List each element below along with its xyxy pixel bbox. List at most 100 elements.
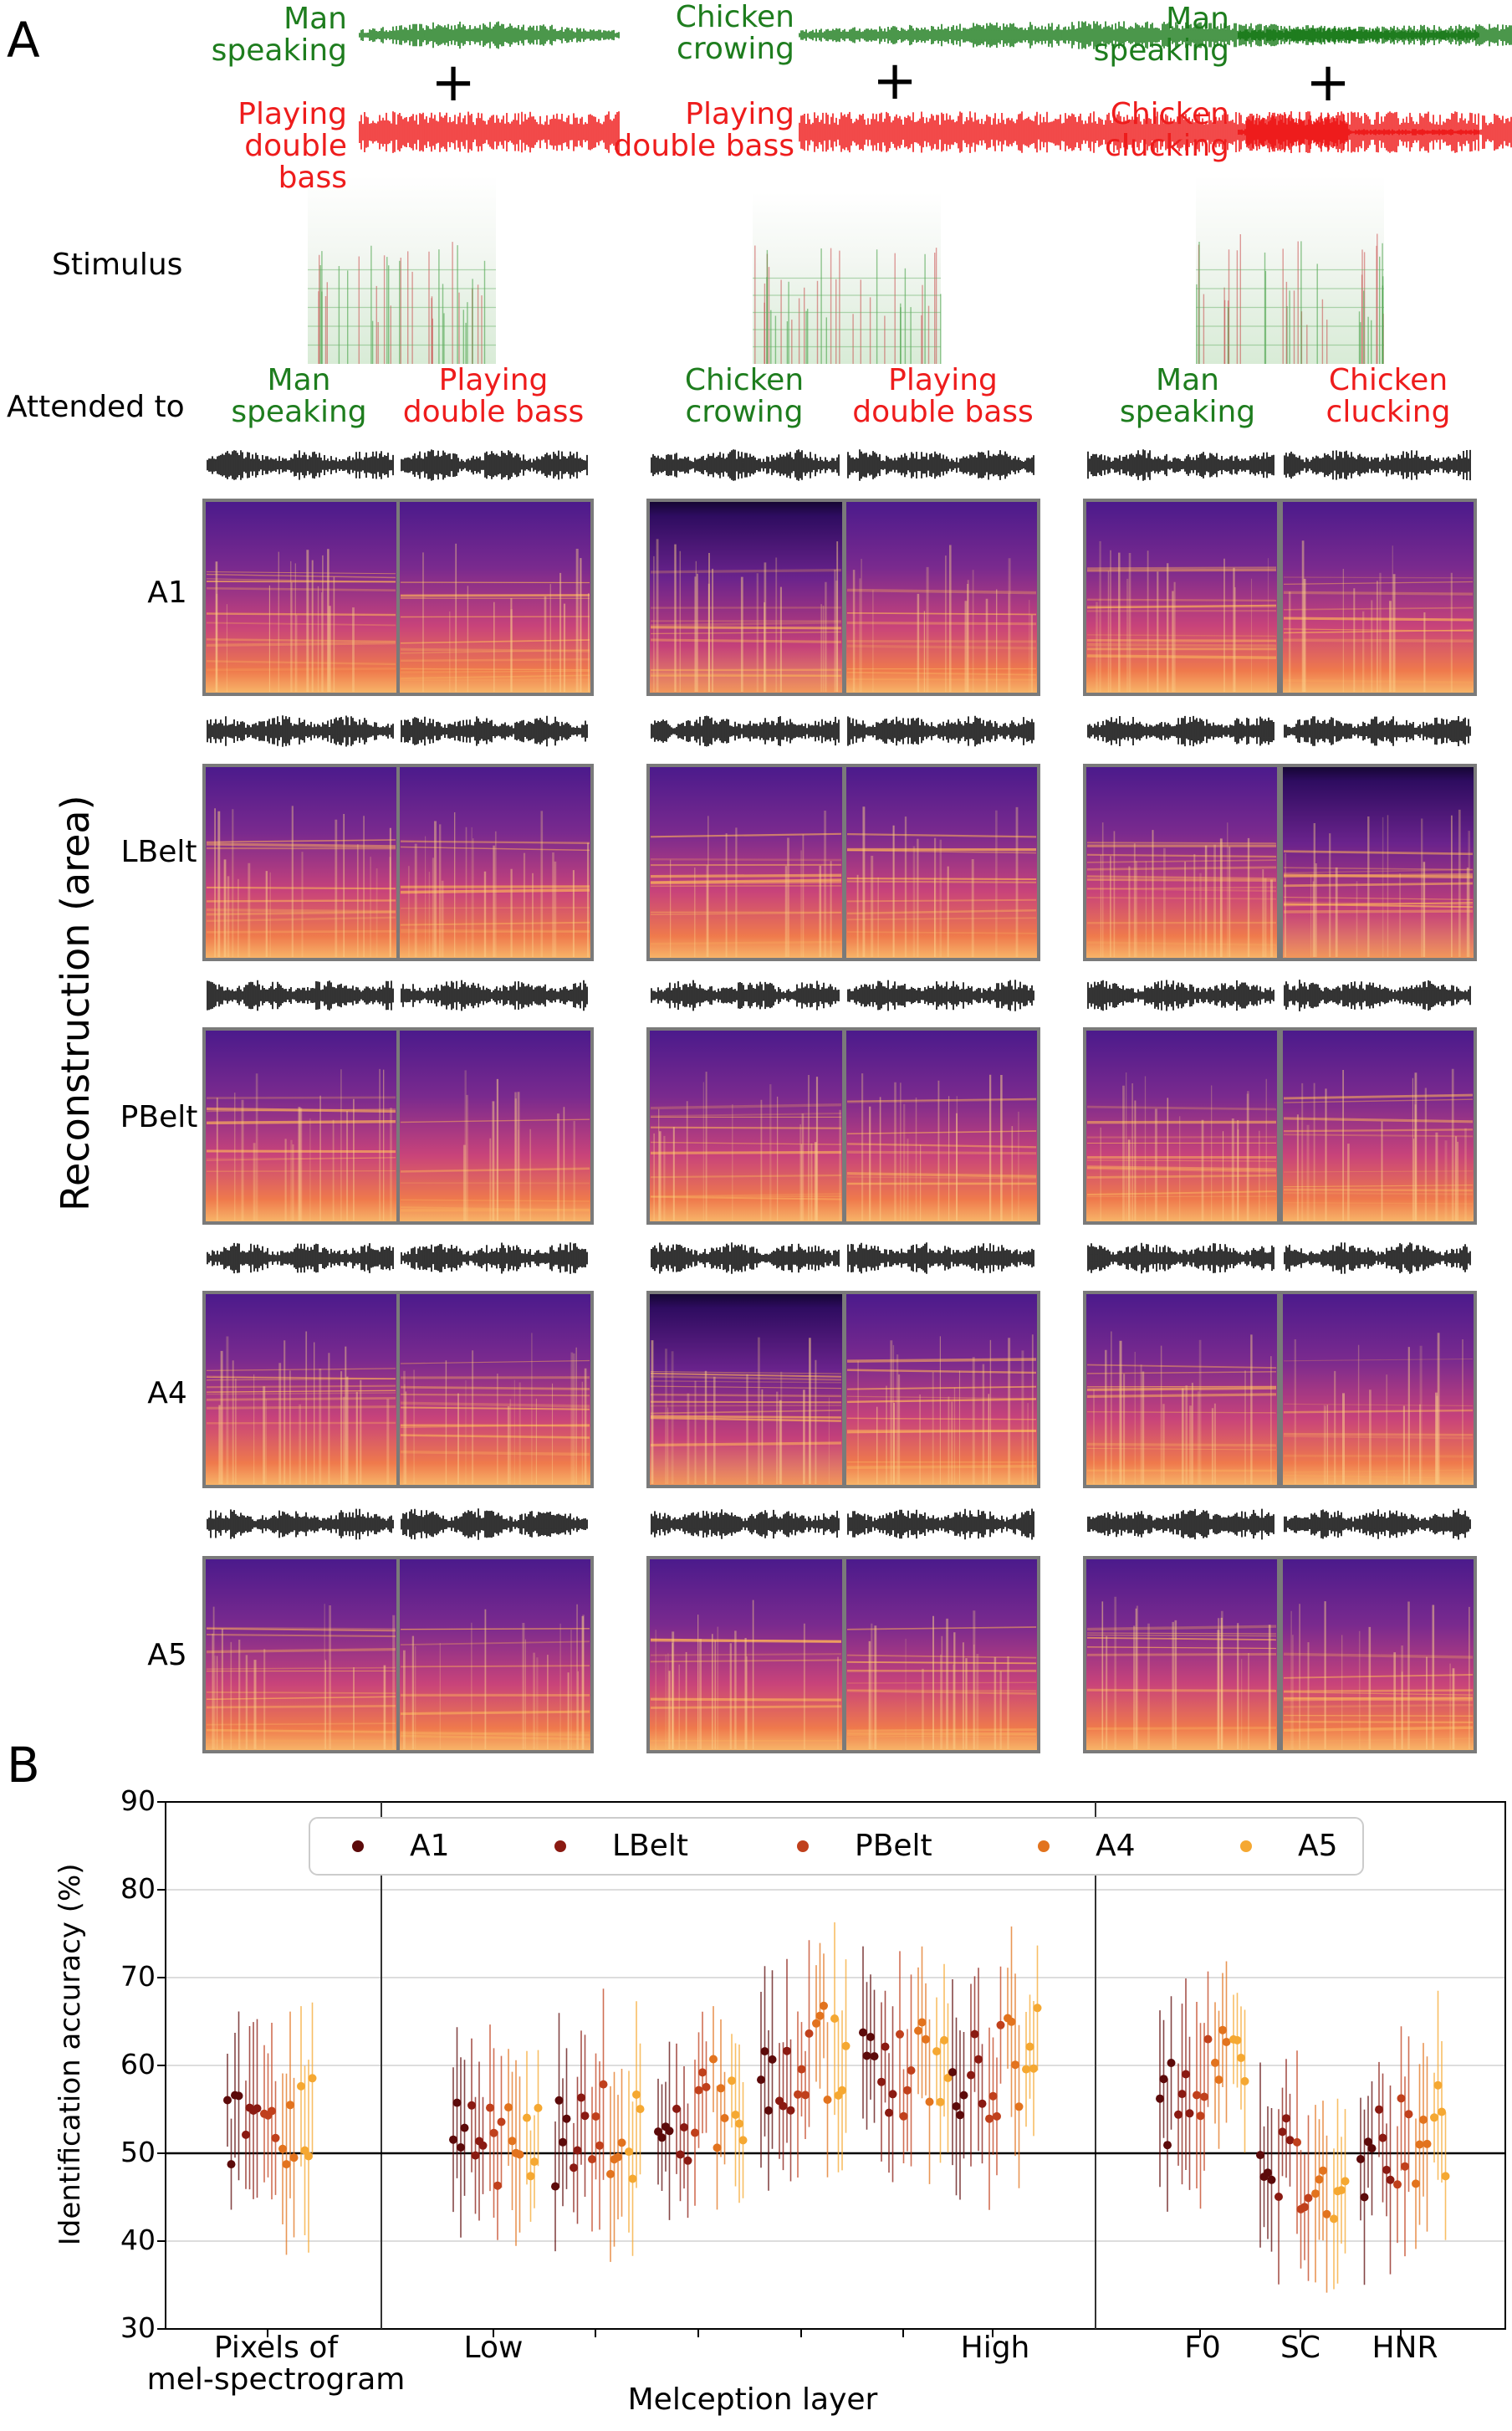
spectrogram-PBelt-col1-1-band xyxy=(206,1170,396,1172)
spectrogram-A5-col1-1-band xyxy=(206,1691,396,1694)
xtick-f0: F0 xyxy=(1184,2331,1221,2365)
spectrogram-LBelt-col2-1-band xyxy=(650,832,842,838)
spectrogram-A4-col1-2-band xyxy=(400,1406,590,1410)
spectrogram-PBelt-col3-2-band xyxy=(1283,1201,1474,1205)
spectrogram-A1-col2-2-bg xyxy=(843,499,1040,696)
point-PBelt xyxy=(805,2029,814,2038)
xtick-hnr: HNR xyxy=(1372,2331,1438,2365)
col3-attended-sound2: Chicken clucking xyxy=(1326,363,1451,429)
point-PBelt xyxy=(691,2128,699,2137)
point-A4 xyxy=(1315,2175,1324,2184)
point-A1 xyxy=(768,2055,777,2064)
spectrogram-A5-col3-2-band xyxy=(1283,1738,1474,1743)
spectrogram-PBelt-col2-1-band xyxy=(650,1195,842,1200)
point-A4 xyxy=(617,2138,626,2147)
point-A1 xyxy=(1356,2155,1365,2163)
waveform-LBelt-col1-2 xyxy=(401,715,588,747)
spectrogram-A5-col1-1-band xyxy=(206,1633,396,1638)
spectrogram-A1-col1-2-band xyxy=(400,639,590,644)
spectrogram-LBelt-col3-1-band xyxy=(1086,842,1277,844)
waveform-A5-col1-1 xyxy=(207,1508,394,1540)
spectrogram-LBelt-col3-2-bg xyxy=(1280,764,1477,961)
xtick-low: Low xyxy=(463,2331,524,2365)
spectrogram-A4-col1-1 xyxy=(202,1291,400,1488)
spectrogram-A4-col2-2-band xyxy=(846,1395,1037,1400)
waveform-LBelt-col2-2 xyxy=(847,715,1034,747)
spectrogram-A1-col2-2-band xyxy=(846,588,1037,595)
point-PBelt xyxy=(1401,2162,1409,2171)
col1-waveform-sound2 xyxy=(359,111,620,153)
spectrogram-A5-col1-2-band xyxy=(400,1731,590,1737)
xtick-high: High xyxy=(960,2331,1030,2365)
spectrogram-A1-col3-1-band xyxy=(1086,598,1277,602)
spectrogram-A1-col3-1-band xyxy=(1086,568,1277,572)
xtick-pixels: Pixels of mel-spectrogram xyxy=(146,2331,406,2397)
point-A4 xyxy=(1218,2025,1227,2034)
spectrogram-PBelt-col1-1-band xyxy=(206,1157,396,1159)
point-LBelt xyxy=(1182,2070,1190,2079)
point-A1 xyxy=(227,2160,236,2169)
spectrogram-LBelt-col2-2-band xyxy=(846,931,1037,934)
point-LBelt xyxy=(471,2151,480,2160)
point-PBelt xyxy=(993,2111,1001,2121)
point-A4 xyxy=(713,2143,722,2152)
point-A5 xyxy=(304,2152,313,2161)
point-LBelt xyxy=(978,2099,987,2108)
waveform-LBelt-col3-1 xyxy=(1087,715,1274,747)
point-A4 xyxy=(709,2055,718,2064)
spectrogram-PBelt-col3-1-band xyxy=(1086,1174,1277,1179)
spectrogram-PBelt-col2-1-bg xyxy=(646,1027,845,1225)
point-PBelt xyxy=(1196,2111,1205,2121)
waveform-A1-col1-2 xyxy=(401,449,588,481)
col3-plus: + xyxy=(1305,52,1351,114)
spectrogram-A5-col1-2-band xyxy=(400,1710,590,1716)
point-A5 xyxy=(1033,2004,1042,2013)
spectrogram-LBelt-col2-2 xyxy=(843,764,1040,961)
point-A1 xyxy=(562,2114,571,2123)
spectrogram-A5-col1-1-band xyxy=(206,1728,396,1733)
point-A5 xyxy=(1330,2214,1338,2224)
point-PBelt xyxy=(698,2068,707,2077)
point-A4 xyxy=(289,2153,299,2162)
point-LBelt xyxy=(242,2130,250,2139)
spectrogram-A4-col1-2-band xyxy=(400,1401,590,1408)
point-A1 xyxy=(452,2098,462,2107)
spectrogram-LBelt-col1-1 xyxy=(202,764,400,961)
point-A5 xyxy=(1337,2186,1346,2195)
col3-attended-sound1: Man speaking xyxy=(1119,363,1256,429)
point-A1 xyxy=(859,2028,867,2037)
spectrogram-LBelt-col3-2-band xyxy=(1283,850,1474,856)
spectrogram-PBelt-col3-1-band xyxy=(1086,1105,1277,1111)
spectrogram-A4-col1-2 xyxy=(396,1291,594,1488)
spectrogram-A4-col3-1-band xyxy=(1086,1410,1277,1414)
spectrogram-A5-col1-1-band xyxy=(206,1666,396,1670)
y-tick-label: 30 xyxy=(120,2311,156,2344)
spectrogram-A1-col1-2-band xyxy=(400,668,590,671)
spectrogram-PBelt-col2-1-band xyxy=(650,1193,842,1197)
point-A4 xyxy=(1214,2075,1223,2085)
spectrogram-A4-col2-1-band xyxy=(650,1405,842,1407)
point-PBelt xyxy=(899,2111,908,2121)
spectrogram-A5-col2-2 xyxy=(843,1556,1040,1753)
point-A4 xyxy=(508,2137,517,2146)
spectrogram-A1-col3-1-band xyxy=(1086,639,1277,642)
spectrogram-A1-col3-2-band xyxy=(1283,638,1474,642)
waveform-A1-col3-1 xyxy=(1087,449,1274,481)
spectrogram-PBelt-col3-2-band xyxy=(1283,1098,1474,1103)
legend-marker-pbelt xyxy=(797,1840,809,1852)
spectrogram-LBelt-col1-1-bg xyxy=(202,764,400,961)
spectrogram-A4-col3-1-band xyxy=(1086,1442,1277,1447)
waveform-A5-col2-1 xyxy=(651,1509,840,1539)
point-A1 xyxy=(460,2123,469,2132)
spectrogram-A1-col1-2-band xyxy=(400,658,590,663)
point-LBelt xyxy=(1285,2136,1295,2145)
spectrogram-A4-col1-1-band xyxy=(206,1384,396,1389)
point-A5 xyxy=(530,2157,539,2167)
spectrogram-A4-col3-2-band xyxy=(1283,1474,1474,1479)
spectrogram-A1-col1-2 xyxy=(396,499,594,696)
point-LBelt xyxy=(580,2111,590,2121)
spectrogram-A5-col2-2-band xyxy=(846,1626,1037,1630)
waveform-LBelt-col3-2 xyxy=(1284,716,1471,746)
spectrogram-A1-col1-2-bg xyxy=(396,499,594,696)
area-label-pbelt: PBelt xyxy=(120,1100,198,1134)
